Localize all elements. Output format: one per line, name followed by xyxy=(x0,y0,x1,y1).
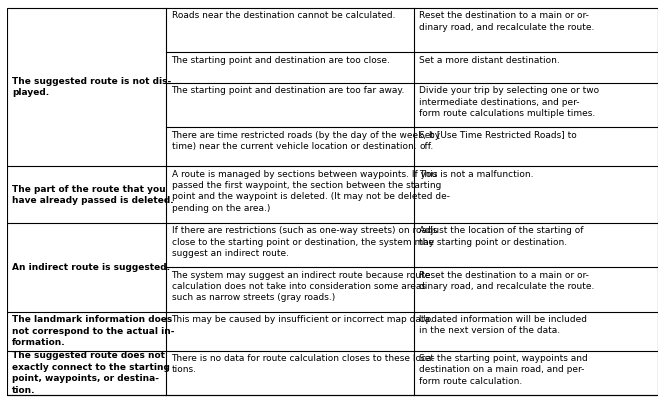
Text: Set a more distant destination.: Set a more distant destination. xyxy=(419,55,560,64)
Text: If there are restrictions (such as one-way streets) on roads
close to the starti: If there are restrictions (such as one-w… xyxy=(172,226,437,258)
Text: An indirect route is suggested.: An indirect route is suggested. xyxy=(12,263,170,272)
Text: Set [Use Time Restricted Roads] to
off.: Set [Use Time Restricted Roads] to off. xyxy=(419,130,577,151)
Text: There is no data for route calculation closes to these loca-
tions.: There is no data for route calculation c… xyxy=(172,354,436,374)
Text: This is not a malfunction.: This is not a malfunction. xyxy=(419,170,534,179)
Text: The system may suggest an indirect route because route
calculation does not take: The system may suggest an indirect route… xyxy=(172,271,431,303)
Text: Set the starting point, waypoints and
destination on a main road, and per-
form : Set the starting point, waypoints and de… xyxy=(419,354,588,386)
Text: The suggested route does not
exactly connect to the starting
point, waypoints, o: The suggested route does not exactly con… xyxy=(12,351,170,394)
Text: The starting point and destination are too far away.: The starting point and destination are t… xyxy=(172,86,405,95)
Text: The starting point and destination are too close.: The starting point and destination are t… xyxy=(172,55,390,64)
Text: Roads near the destination cannot be calculated.: Roads near the destination cannot be cal… xyxy=(172,11,395,20)
Text: A route is managed by sections between waypoints. If you
passed the first waypoi: A route is managed by sections between w… xyxy=(172,170,450,213)
Text: There are time restricted roads (by the day of the week, by
time) near the curre: There are time restricted roads (by the … xyxy=(172,130,441,151)
Text: Updated information will be included
in the next version of the data.: Updated information will be included in … xyxy=(419,315,587,335)
Text: The suggested route is not dis-
played.: The suggested route is not dis- played. xyxy=(12,77,171,98)
Text: The part of the route that you
have already passed is deleted.: The part of the route that you have alre… xyxy=(12,185,174,205)
Text: The landmark information does
not correspond to the actual in-
formation.: The landmark information does not corres… xyxy=(12,315,174,347)
Text: This may be caused by insufficient or incorrect map data.: This may be caused by insufficient or in… xyxy=(172,315,434,324)
Text: Reset the destination to a main or or-
dinary road, and recalculate the route.: Reset the destination to a main or or- d… xyxy=(419,11,595,32)
Text: Adjust the location of the starting of
the starting point or destination.: Adjust the location of the starting of t… xyxy=(419,226,584,247)
Text: Reset the destination to a main or or-
dinary road, and recalculate the route.: Reset the destination to a main or or- d… xyxy=(419,271,595,291)
Text: Divide your trip by selecting one or two
intermediate destinations, and per-
for: Divide your trip by selecting one or two… xyxy=(419,86,599,118)
